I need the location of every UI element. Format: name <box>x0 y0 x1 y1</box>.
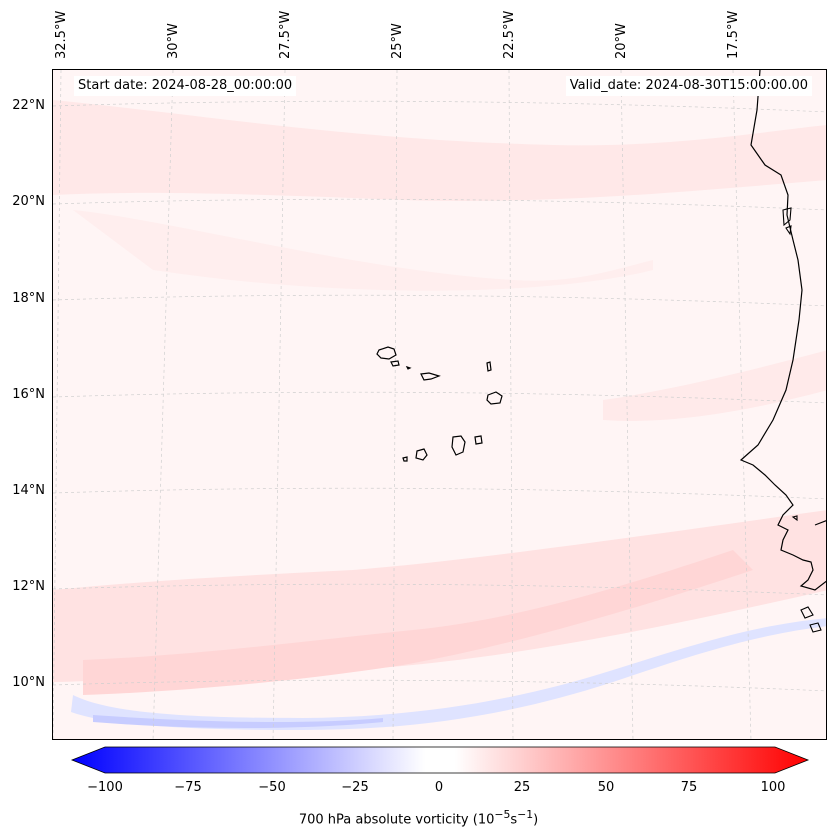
vorticity-negative-core <box>93 715 383 728</box>
lat-label-20n: 20°N <box>12 194 45 209</box>
lon-label-20w: 20°W <box>614 23 629 59</box>
colorbar-label-text: 700 hPa absolute vorticity (10 <box>298 812 495 828</box>
valid-date-label: Valid_date: 2024-08-30T15:00:00.00 <box>565 76 812 96</box>
colorbar-gradient <box>70 746 810 774</box>
map-canvas <box>53 70 826 739</box>
lon-label-32-5w: 32.5°W <box>54 10 69 59</box>
colorbar-label-unit: s <box>510 812 518 828</box>
colorbar-tick: 75 <box>680 780 698 795</box>
lon-label-27-5w: 27.5°W <box>278 10 293 59</box>
colorbar-tick: 0 <box>434 780 444 795</box>
colorbar <box>70 746 810 774</box>
colorbar-tick: 50 <box>597 780 615 795</box>
lat-label-16n: 16°N <box>12 387 45 402</box>
colorbar-label-exp: −5 <box>494 808 511 821</box>
lon-label-25w: 25°W <box>390 23 405 59</box>
lat-label-12n: 12°N <box>12 579 45 594</box>
cape-verde-islands <box>376 346 503 462</box>
lat-label-18n: 18°N <box>12 291 45 306</box>
colorbar-label-exp: −1 <box>517 808 534 821</box>
colorbar-tick: 100 <box>760 780 786 795</box>
lat-label-22n: 22°N <box>12 98 45 113</box>
lon-label-22-5w: 22.5°W <box>502 10 517 59</box>
west-africa-coastline <box>739 70 826 591</box>
start-date-label: Start date: 2024-08-28_00:00:00 <box>74 76 297 96</box>
colorbar-tick: −50 <box>258 780 286 795</box>
colorbar-tick: −25 <box>341 780 369 795</box>
vorticity-positive-patch <box>73 210 653 291</box>
lat-label-10n: 10°N <box>12 675 45 690</box>
coastline-details <box>782 207 826 633</box>
colorbar-tick: −100 <box>87 780 123 795</box>
lat-label-14n: 14°N <box>12 483 45 498</box>
colorbar-label: 700 hPa absolute vorticity (10−5s−1) <box>0 808 837 827</box>
vorticity-positive-band-north <box>53 100 826 201</box>
vorticity-positive-band-south <box>53 510 826 682</box>
map-gridlines <box>53 70 826 739</box>
colorbar-tick: −75 <box>174 780 202 795</box>
lon-label-17-5w: 17.5°W <box>726 10 741 59</box>
lon-label-30w: 30°W <box>166 23 181 59</box>
vorticity-positive-patch-east <box>603 350 826 421</box>
map-panel <box>52 69 827 740</box>
colorbar-label-end: ) <box>533 812 539 828</box>
colorbar-tick: 25 <box>513 780 531 795</box>
vorticity-positive-band-south-inner <box>83 550 753 695</box>
